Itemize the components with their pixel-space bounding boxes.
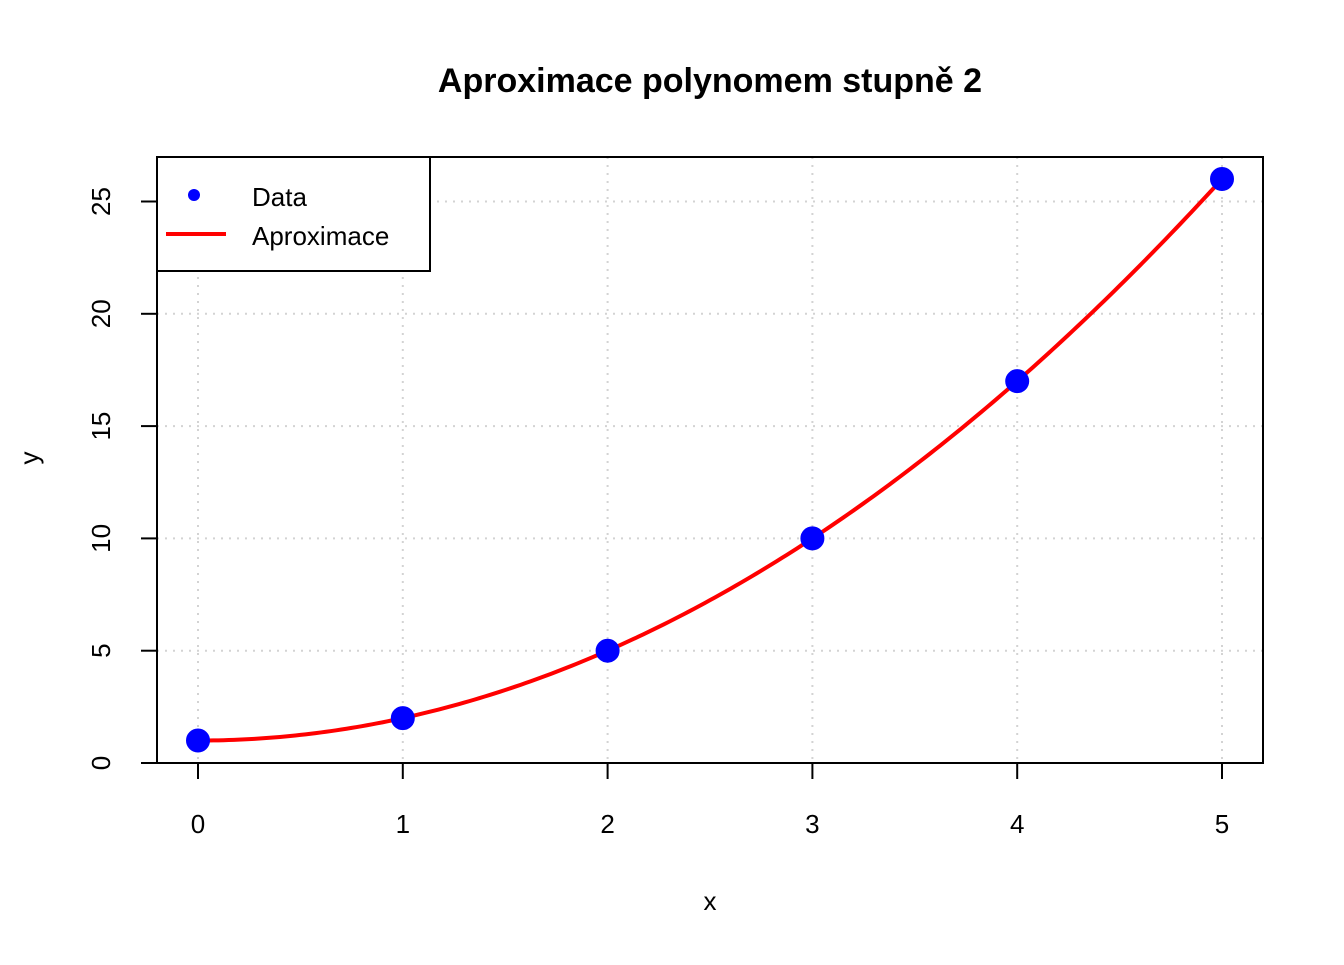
legend-box: [156, 156, 431, 272]
data-point: [800, 526, 825, 551]
data-point: [595, 638, 620, 663]
legend-label-data: Data: [252, 182, 307, 212]
axes: 0 1 2 3 4 5 0 5 10 15 20 25: [86, 156, 1264, 839]
data-point: [390, 706, 415, 731]
x-tick-label: 2: [600, 809, 614, 839]
y-tick-label: 20: [86, 299, 116, 328]
x-tick-label: 1: [396, 809, 410, 839]
data-point: [1210, 167, 1234, 192]
plot-frame: [156, 156, 1264, 764]
legend-label-aproximace: Aproximace: [252, 221, 389, 251]
y-axis-label: y: [14, 452, 44, 465]
x-axis-label: x: [704, 886, 717, 916]
x-tick-label: 0: [191, 809, 205, 839]
data-point: [1005, 369, 1030, 394]
legend: Data Aproximace: [156, 156, 431, 272]
plot-area: [186, 167, 1234, 753]
chart-title: Aproximace polynomem stupně 2: [438, 62, 982, 100]
x-tick-label: 4: [1010, 809, 1024, 839]
data-point: [186, 728, 210, 753]
x-tick-label: 3: [805, 809, 819, 839]
y-tick-label: 25: [86, 187, 116, 216]
y-tick-label: 15: [86, 412, 116, 441]
y-tick-label: 0: [86, 756, 116, 770]
legend-marker-point: [188, 189, 200, 201]
series-line-aproximace: [197, 177, 1224, 743]
y-tick-label: 10: [86, 524, 116, 553]
x-tick-label: 5: [1215, 809, 1229, 839]
y-tick-label: 5: [86, 643, 116, 657]
